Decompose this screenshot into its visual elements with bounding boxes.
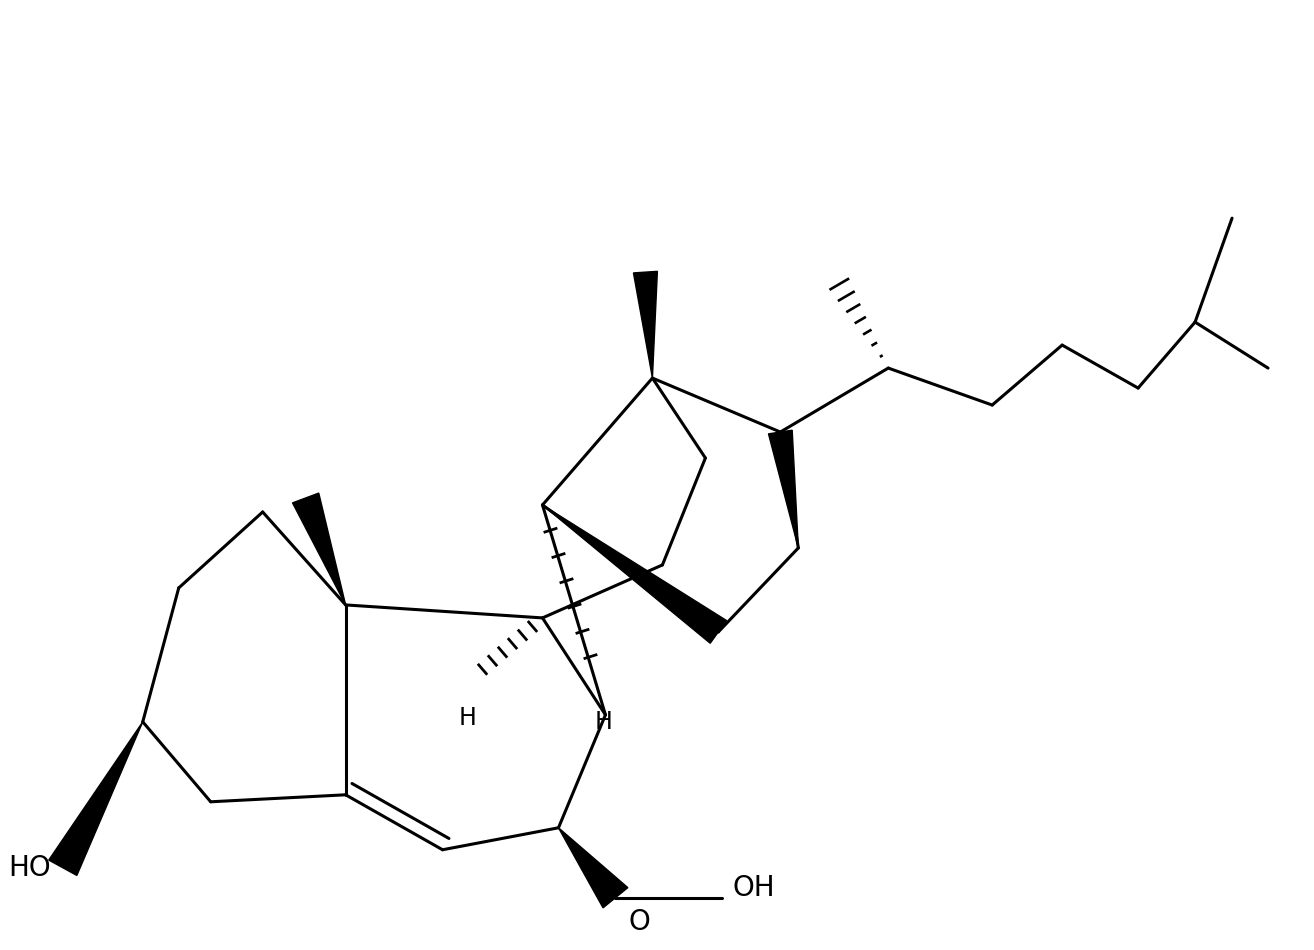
Polygon shape [49,722,143,876]
Polygon shape [558,827,628,908]
Text: H: H [594,710,612,733]
Polygon shape [633,272,657,378]
Text: OH: OH [732,874,775,902]
Polygon shape [769,430,799,548]
Text: HO: HO [8,854,51,882]
Polygon shape [293,493,346,605]
Text: O: O [628,907,650,936]
Text: H: H [459,706,477,730]
Polygon shape [543,505,727,643]
